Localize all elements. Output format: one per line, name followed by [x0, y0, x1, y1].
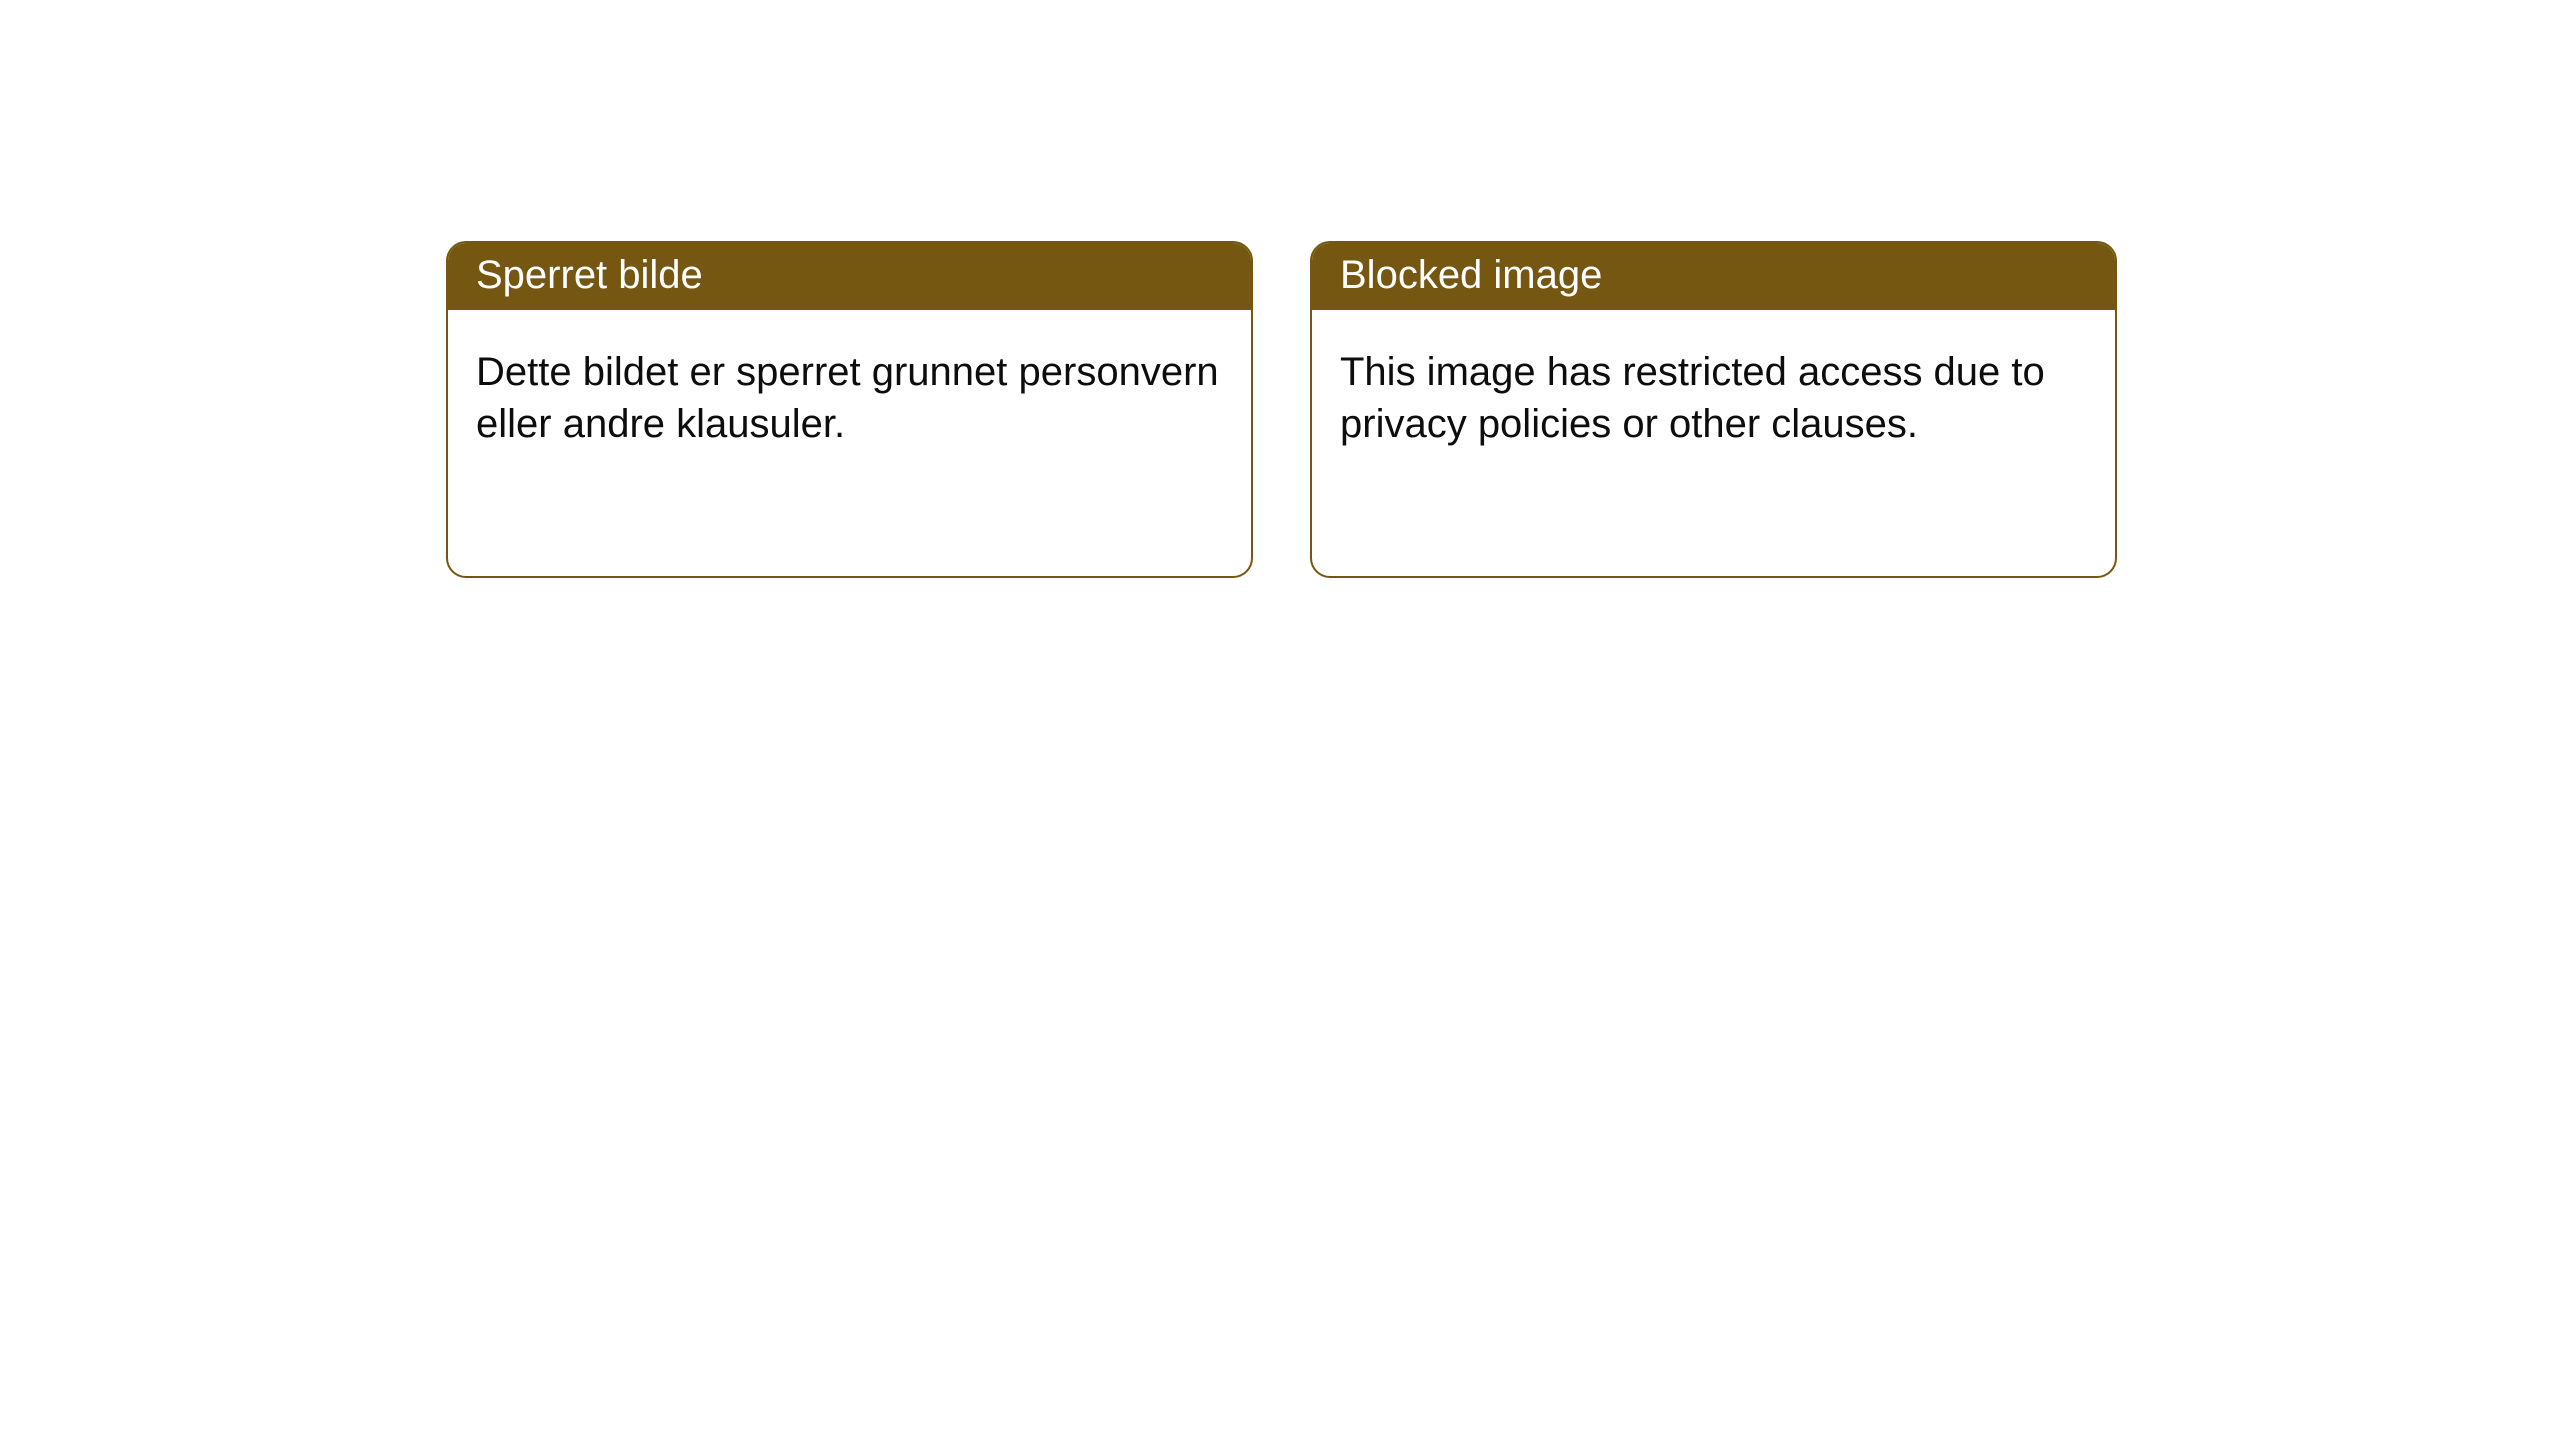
card-message: This image has restricted access due to … — [1340, 350, 2045, 446]
card-body: Dette bildet er sperret grunnet personve… — [448, 310, 1251, 478]
notice-card-norwegian: Sperret bilde Dette bildet er sperret gr… — [446, 241, 1253, 578]
card-title: Blocked image — [1340, 253, 1602, 297]
card-header: Blocked image — [1312, 243, 2115, 310]
card-body: This image has restricted access due to … — [1312, 310, 2115, 478]
notice-container: Sperret bilde Dette bildet er sperret gr… — [0, 0, 2560, 578]
card-title: Sperret bilde — [476, 253, 703, 297]
card-header: Sperret bilde — [448, 243, 1251, 310]
card-message: Dette bildet er sperret grunnet personve… — [476, 350, 1219, 446]
notice-card-english: Blocked image This image has restricted … — [1310, 241, 2117, 578]
